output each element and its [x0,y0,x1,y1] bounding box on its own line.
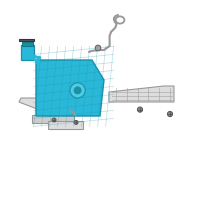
Circle shape [36,60,39,63]
Circle shape [137,107,143,112]
Bar [32,115,74,123]
Circle shape [52,118,56,122]
Circle shape [70,83,85,98]
Circle shape [95,45,101,51]
Circle shape [167,111,173,117]
Bar [21,45,34,60]
Polygon shape [19,98,72,112]
Bar [48,121,83,129]
Bar [19,39,34,41]
Polygon shape [36,60,104,116]
Polygon shape [109,86,174,102]
Bar [22,42,33,46]
Circle shape [74,120,78,124]
Circle shape [74,87,81,94]
Circle shape [37,56,41,60]
